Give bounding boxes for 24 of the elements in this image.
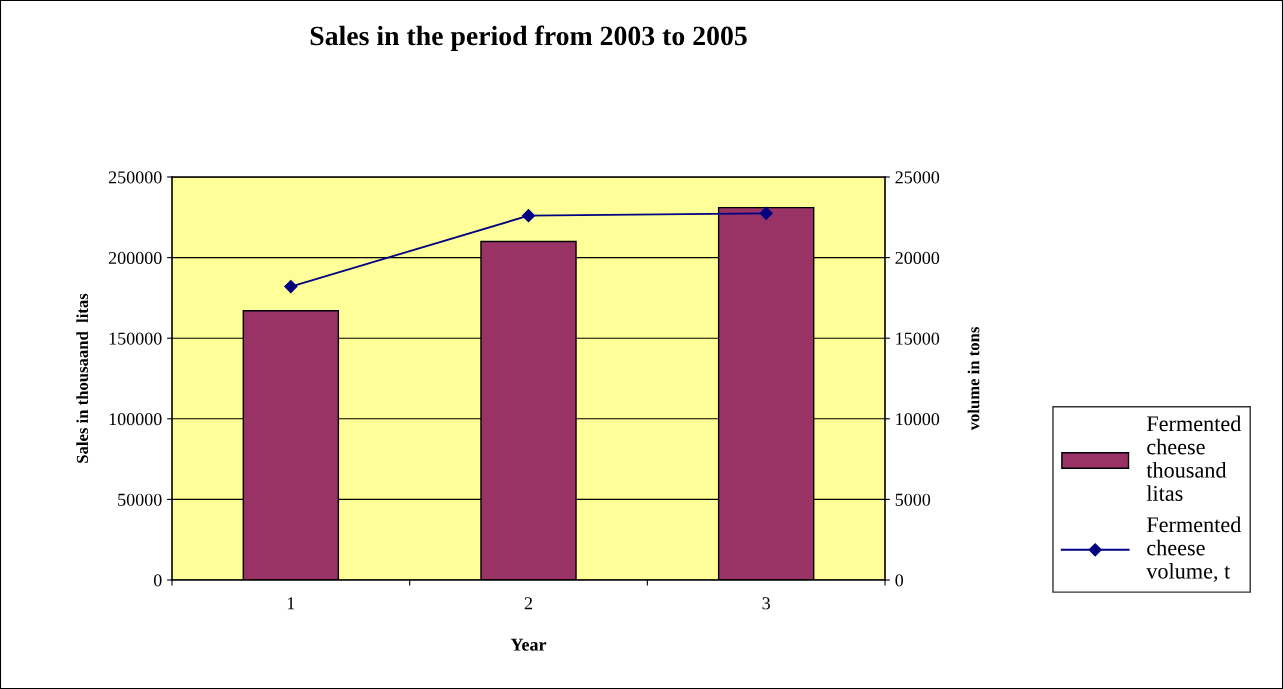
y2-tick-label: 25000 xyxy=(895,171,940,184)
point xyxy=(284,280,298,294)
y2-axis-title: volume in tons xyxy=(967,327,980,431)
x-tick-label: 3 xyxy=(762,597,770,610)
y-tick-label: 50000 xyxy=(118,493,162,506)
y2-tick-label: 20000 xyxy=(895,251,940,265)
y2-tick-label: 5000 xyxy=(895,493,931,506)
chart-title: Sales in the period from 2003 to 2005 xyxy=(310,25,747,51)
x-tick-label: 1 xyxy=(287,597,295,610)
y-tick-label: 250000 xyxy=(108,171,162,184)
y2-tick-label: 10000 xyxy=(896,413,940,426)
y2-tick-label: 15000 xyxy=(896,332,940,345)
point xyxy=(759,206,773,220)
x-tick-label: 2 xyxy=(524,597,533,610)
y-tick-label: 0 xyxy=(153,574,162,587)
legend-label: Fermented cheese volume, t xyxy=(1146,516,1242,582)
y-tick-label: 200000 xyxy=(108,251,162,265)
y2-tick-label: 0 xyxy=(895,574,904,587)
y-axis-title: Sales in thousaand litas xyxy=(76,293,89,463)
y-tick-label: 150000 xyxy=(109,332,162,345)
point xyxy=(521,209,536,223)
legend-label: Fermented cheese thousand litas xyxy=(1146,415,1242,501)
y-tick-label: 100000 xyxy=(109,413,162,426)
x-axis-title: Year xyxy=(510,638,547,651)
